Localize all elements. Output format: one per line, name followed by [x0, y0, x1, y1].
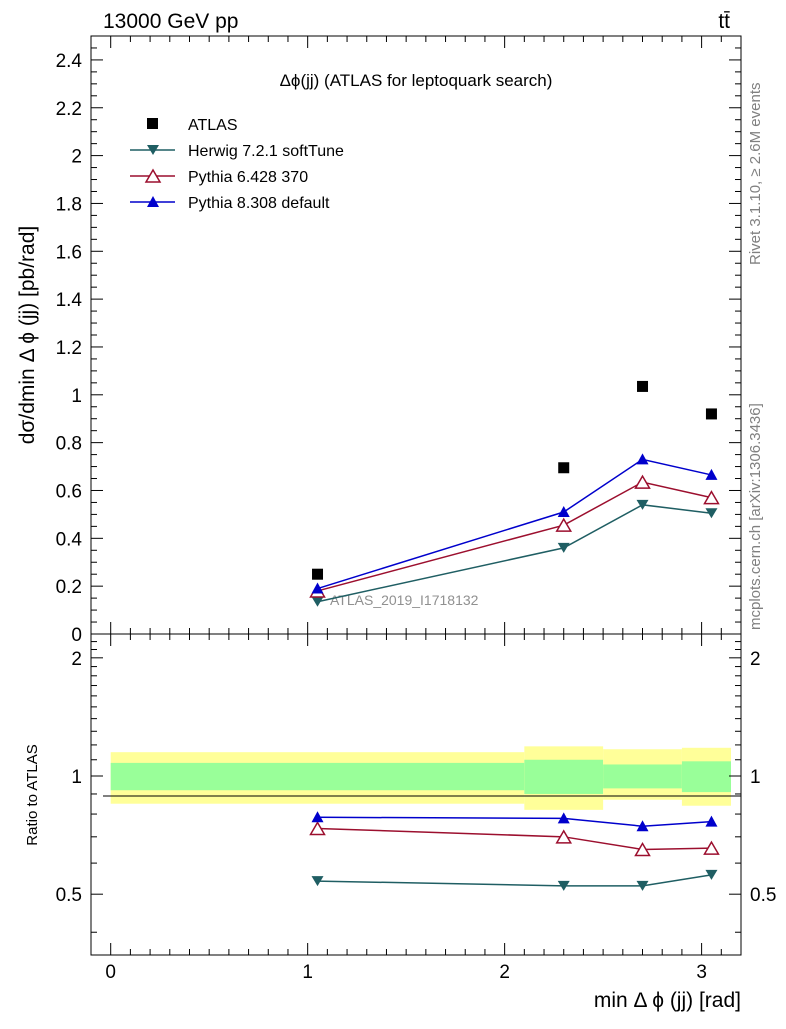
- legend-atlas-marker: [147, 118, 158, 129]
- ratio-point-pythia6: [634, 841, 651, 857]
- main-y-tick-label: 1.8: [56, 194, 82, 215]
- main-y-tick-label: 2.2: [56, 99, 82, 120]
- main-series-lines: [317, 458, 712, 603]
- ratio-axis-ticks: [91, 634, 742, 955]
- ratio-y-axis-label: Ratio to ATLAS: [24, 744, 41, 845]
- legend-herwig-label: Herwig 7.2.1 softTune: [188, 143, 344, 160]
- main-point-atlas: [312, 568, 324, 580]
- ratio-y-tick-label: 2: [71, 649, 82, 670]
- main-y-tick-label: 1.6: [56, 242, 82, 263]
- ratio-line-pythia6: [317, 827, 712, 851]
- main-point-pythia8: [311, 582, 324, 594]
- main-point-atlas: [705, 408, 717, 420]
- main-y-tick-label: 0.2: [56, 577, 82, 598]
- legend-pythia8-label: Pythia 8.308 default: [188, 195, 330, 212]
- ratio-line-herwig: [317, 874, 712, 887]
- main-y-tick-label: 0.4: [56, 529, 83, 550]
- main-point-pythia6: [555, 517, 573, 532]
- ratio-point-pythia8: [311, 811, 324, 823]
- main-y-tick-labels: 0 0.2 0.4 0.6 0.8 1 1.2 1.4 1.6 1.8 2 2.2 2.4: [56, 51, 83, 646]
- ratio-y-tick-label: 0.5: [56, 885, 82, 906]
- rivet-note: Rivet 3.1.10, ≥ 2.6M events: [747, 83, 764, 266]
- ratio-panel-frame: [90, 633, 742, 956]
- main-y-tick-label: 0.6: [56, 481, 82, 502]
- main-point-atlas: [558, 462, 570, 474]
- legend: ATLAS Herwig 7.2.1 softTune Pythia 6.428…: [130, 117, 344, 212]
- ratio-y-tick-label-right: 2: [750, 649, 761, 670]
- main-point-herwig: [557, 542, 570, 553]
- main-point-atlas: [637, 380, 649, 392]
- ratio-point-pythia6: [703, 840, 720, 855]
- mcplots-note: mcplots.cern.ch [arXiv:1306.3436]: [747, 403, 764, 630]
- ratio-tick-labels: 0.5 0.5 1 1 2 2 0 1 2 3: [56, 649, 777, 983]
- main-point-pythia8: [705, 468, 718, 480]
- ratio-inner-band: [603, 764, 682, 789]
- ratio-point-herwig: [636, 880, 649, 891]
- main-y-tick-label: 0.8: [56, 434, 82, 455]
- main-point-herwig: [636, 499, 649, 510]
- main-y-tick-label: 0: [71, 625, 82, 646]
- main-axis-ticks: [91, 35, 742, 635]
- main-y-tick-label: 1.2: [56, 338, 82, 359]
- main-y-axis-label: dσ/dmin Δ ϕ (jj) [pb/rad]: [16, 226, 39, 445]
- analysis-watermark: ATLAS_2019_I1718132: [330, 592, 479, 608]
- ratio-point-herwig: [311, 876, 324, 887]
- x-axis-label: min Δ ϕ (jj) [rad]: [594, 989, 741, 1012]
- ratio-series-markers: [309, 811, 720, 891]
- legend-atlas-label: ATLAS: [188, 117, 238, 134]
- main-point-pythia8: [636, 453, 649, 465]
- ratio-point-pythia8: [705, 815, 718, 827]
- main-y-tick-label: 1.4: [56, 290, 83, 311]
- main-point-pythia8: [557, 506, 570, 518]
- main-y-tick-label: 2: [71, 147, 82, 168]
- main-point-pythia6: [703, 490, 720, 505]
- legend-pythia8-marker: [147, 196, 159, 207]
- ratio-y-tick-label-right: 0.5: [750, 885, 776, 906]
- ratio-point-pythia6: [555, 829, 573, 844]
- ratio-panel: 0.5 0.5 1 1 2 2 0 1 2 3 Ratio to ATLAS min Δ ϕ (j…: [24, 633, 777, 1012]
- main-point-herwig: [311, 596, 324, 607]
- energy-label: 13000 GeV pp: [103, 10, 238, 33]
- x-tick-label: 3: [696, 962, 707, 983]
- legend-herwig-marker: [147, 145, 159, 155]
- ratio-inner-band: [681, 761, 731, 793]
- ratio-point-pythia8: [557, 812, 570, 824]
- x-tick-label: 1: [302, 962, 313, 983]
- ratio-inner-band: [110, 762, 525, 791]
- legend-entry-pythia8: Pythia 8.308 default: [130, 195, 330, 212]
- main-line-herwig: [317, 504, 712, 603]
- legend-entry-atlas: ATLAS: [147, 117, 238, 134]
- legend-pythia6-label: Pythia 6.428 370: [188, 169, 308, 186]
- ratio-y-tick-label-right: 1: [750, 767, 761, 788]
- ratio-y-tick-label: 1: [71, 767, 82, 788]
- ratio-uncertainty-bands: [110, 746, 731, 810]
- ratio-inner-band: [524, 759, 604, 794]
- legend-entry-pythia6: Pythia 6.428 370: [130, 168, 308, 186]
- ratio-line-pythia8: [317, 816, 712, 827]
- main-series-markers: [309, 380, 720, 607]
- plot-title: Δϕ(jj) (ATLAS for leptoquark search): [280, 71, 553, 90]
- ratio-point-pythia8: [636, 820, 649, 832]
- main-point-herwig: [705, 508, 718, 519]
- main-line-pythia8: [317, 458, 712, 590]
- main-line-pythia6: [317, 481, 712, 592]
- main-panel: 0 0.2 0.4 0.6 0.8 1 1.2 1.4 1.6 1.8 2 2.2 2.4 Δϕ(jj)…: [16, 35, 742, 646]
- ratio-point-herwig: [557, 880, 570, 891]
- legend-pythia6-marker: [144, 168, 162, 183]
- main-point-pythia6: [634, 474, 651, 489]
- ratio-series-lines: [317, 816, 712, 887]
- main-y-tick-label: 1: [71, 386, 82, 407]
- ratio-point-pythia6: [309, 821, 326, 836]
- process-label: tt̄: [718, 10, 730, 33]
- ratio-point-herwig: [705, 869, 718, 880]
- main-y-tick-label: 2.4: [56, 51, 83, 72]
- legend-entry-herwig: Herwig 7.2.1 softTune: [130, 143, 344, 160]
- x-tick-label: 2: [499, 962, 510, 983]
- x-tick-label: 0: [105, 962, 116, 983]
